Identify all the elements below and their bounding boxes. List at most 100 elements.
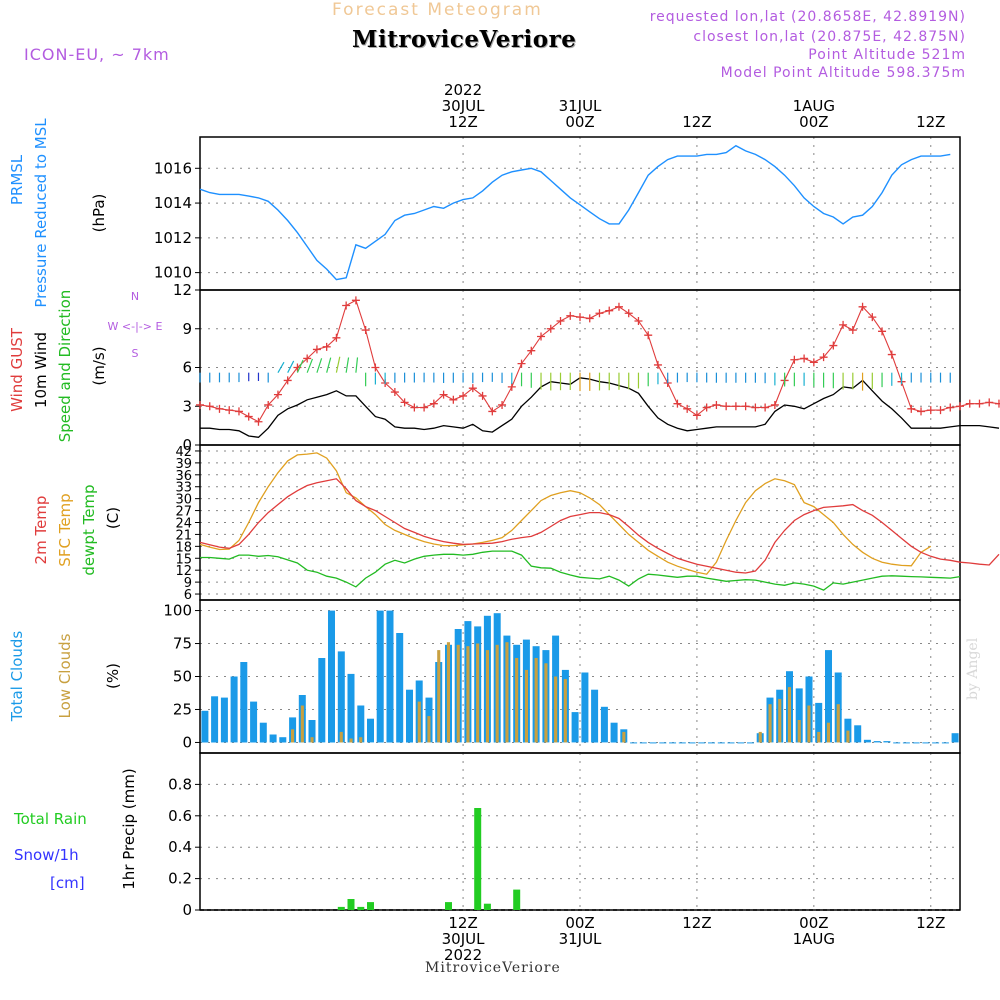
y-tick-label: 30 — [175, 493, 192, 508]
gust-marker — [936, 406, 945, 415]
requested-coords: requested lon,lat (20.8658E, 42.8919N) — [649, 9, 966, 25]
gust-marker — [848, 326, 857, 335]
low-cloud-bar — [495, 644, 499, 743]
total-cloud-bar — [386, 610, 394, 743]
legend-snow-unit: [cm] — [50, 874, 85, 892]
gust-marker — [858, 302, 867, 311]
gust-marker — [527, 346, 536, 355]
gust-marker — [449, 395, 458, 404]
x-axis-bottom-label: 30JUL — [442, 930, 485, 948]
low-cloud-bar — [417, 701, 421, 743]
gust-marker — [234, 407, 243, 416]
total-cloud-bar — [630, 742, 638, 744]
sfc-temp-line — [199, 452, 932, 575]
total-cloud-bar — [220, 697, 228, 743]
y-tick-label: 18 — [175, 540, 192, 555]
x-axis-bottom-label: 12Z — [916, 914, 945, 932]
low-cloud-bar — [797, 720, 801, 743]
rain-bar — [347, 899, 355, 910]
y-tick-label: 24 — [175, 517, 192, 532]
wind-label-10m: 10m Wind — [32, 332, 50, 408]
total-cloud-bar — [376, 610, 384, 743]
y-tick-label: 12 — [175, 564, 192, 579]
gust-marker — [566, 311, 575, 320]
y-tick-label: 0 — [182, 901, 192, 919]
low-cloud-bar — [787, 687, 791, 743]
x-axis-top-label: 00Z — [799, 113, 828, 131]
wind-direction-arrow — [355, 357, 359, 373]
panel-frame-pressure — [199, 136, 961, 291]
y-tick-label: 36 — [175, 469, 192, 484]
gust-marker — [205, 402, 214, 411]
total-cloud-bar — [328, 610, 335, 743]
gust-marker — [653, 360, 662, 369]
total-cloud-bar — [873, 741, 881, 743]
gust-marker — [731, 402, 740, 411]
gust-marker — [196, 400, 204, 409]
y-tick-label: 6 — [182, 359, 192, 377]
rain-bar — [445, 902, 452, 910]
rain-bar — [367, 902, 374, 910]
gust-marker — [498, 400, 507, 409]
gust-marker — [985, 398, 994, 407]
pressure-label-unit: (hPa) — [90, 194, 108, 233]
low-cloud-bar — [427, 716, 431, 743]
total-cloud-bar — [639, 742, 647, 744]
gust-marker — [332, 333, 341, 342]
total-cloud-bar — [698, 742, 706, 744]
gust-marker — [800, 354, 809, 363]
total-cloud-bar — [893, 742, 901, 744]
gust-marker — [946, 403, 955, 412]
y-tick-label: 12 — [173, 281, 192, 299]
gust-marker — [215, 404, 224, 413]
total-cloud-bar — [688, 742, 696, 744]
gust-marker — [283, 376, 292, 385]
rain-bar — [513, 889, 521, 910]
total-cloud-bar — [600, 706, 608, 743]
gust-marker — [459, 391, 468, 400]
gust-marker — [576, 313, 584, 322]
y-tick-label: 100 — [163, 602, 192, 620]
gust-marker — [965, 399, 974, 408]
total-cloud-bar — [591, 689, 599, 743]
low-cloud-bar — [349, 738, 353, 743]
pressure-label-prmsl: PRMSL — [8, 154, 26, 205]
low-cloud-bar — [846, 730, 850, 743]
x-axis-top-label: 00Z — [565, 113, 594, 131]
total-cloud-bar — [883, 741, 891, 743]
y-tick-label: 6 — [184, 588, 192, 603]
total-cloud-bar — [230, 676, 238, 743]
gust-marker — [712, 400, 721, 409]
total-cloud-bar — [659, 742, 667, 744]
total-cloud-bar — [902, 742, 910, 744]
gust-marker — [673, 399, 682, 408]
y-tick-label: 50 — [173, 668, 192, 686]
total-cloud-bar — [347, 673, 355, 743]
gust-marker — [273, 390, 282, 399]
low-cloud-bar — [476, 643, 480, 743]
x-axis-top-label: 2022 — [444, 81, 482, 99]
wind-direction-arrow — [277, 361, 285, 373]
x-axis-bottom-label: 12Z — [448, 914, 477, 932]
low-cloud-bar — [768, 704, 772, 743]
x-axis-bottom-label: 00Z — [799, 914, 828, 932]
gust-marker — [410, 403, 419, 412]
gust-marker — [692, 411, 701, 420]
total-cloud-bar — [211, 696, 219, 743]
gust-marker — [994, 399, 1000, 408]
gust-marker — [975, 399, 984, 408]
y-tick-label: 1010 — [154, 264, 192, 282]
low-cloud-bar — [310, 737, 314, 743]
gust-marker — [429, 399, 438, 408]
gust-marker — [439, 390, 448, 399]
low-cloud-bar — [544, 663, 548, 743]
wind-label-speed-dir: Speed and Direction — [56, 290, 74, 443]
y-tick-label: 3 — [182, 397, 192, 415]
y-tick-label: 1012 — [154, 229, 192, 247]
total-cloud-bar — [854, 725, 862, 743]
gust-marker — [244, 412, 253, 421]
y-tick-label: 33 — [175, 481, 192, 496]
wind-direction-arrow — [306, 358, 314, 373]
temp-label-sfc: SFC Temp — [56, 493, 74, 566]
y-tick-label: 0.2 — [168, 870, 192, 888]
